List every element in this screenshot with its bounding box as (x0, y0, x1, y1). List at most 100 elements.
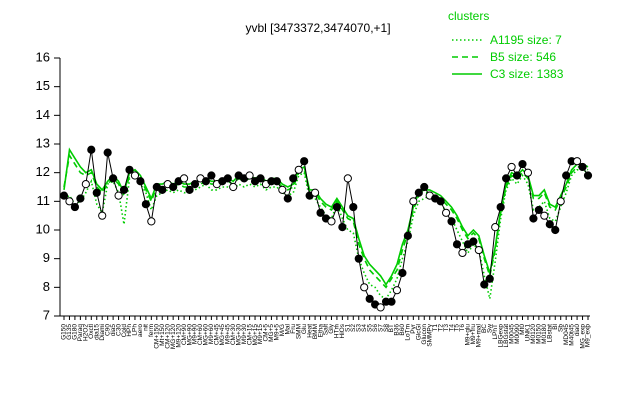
x-tick-label: Sw (486, 324, 493, 333)
x-tick-label: Mt+150 (159, 324, 166, 346)
data-point (360, 283, 369, 292)
x-tick-label: Glucon (421, 324, 428, 345)
x-tick-label: MG+90 (186, 324, 193, 346)
x-tick-label: S5 (366, 324, 373, 332)
x-tick-label: LoTm (405, 324, 412, 341)
x-tick-label: SMMPy (426, 323, 433, 347)
x-tick-label: T6 (459, 324, 466, 332)
data-point (76, 194, 85, 203)
x-tick-label: S6 (372, 324, 379, 332)
x-tick-label: CM+150 (154, 324, 161, 349)
x-tick-label: M9+fru (470, 324, 477, 345)
series-lines (63, 147, 589, 309)
x-tick-label: CM+120 (164, 324, 171, 349)
data-point (70, 202, 80, 212)
x-tick-label: Etha (317, 324, 324, 338)
data-point (98, 211, 107, 220)
x-tick-label: MG+45 (219, 324, 226, 346)
data-point (316, 208, 325, 217)
y-tick-label: 15 (36, 78, 50, 93)
data-point (436, 197, 445, 206)
x-tick-label: Mal (285, 323, 292, 334)
x-tick-label: S8 (383, 324, 390, 332)
data-point (458, 248, 467, 258)
legend-title: clusters (448, 9, 489, 23)
data-point (207, 171, 216, 180)
x-tick-label: M9+45 (224, 324, 231, 344)
x-tick-label: MG+30 (235, 324, 242, 346)
data-point (403, 231, 412, 240)
data-point (354, 254, 363, 263)
x-tick-label: LBGexp (497, 324, 504, 348)
y-tick-label: 7 (43, 307, 50, 322)
x-tick-label: M9+90 (192, 324, 199, 344)
y-tick-label: 13 (36, 135, 50, 150)
x-tick-label: M0180 (541, 324, 548, 344)
data-point (87, 145, 96, 154)
x-tick-label: Paraq (77, 324, 84, 342)
data-point (92, 188, 101, 197)
data-point (136, 177, 145, 186)
series-line-yvbl (63, 149, 589, 309)
legend-label: C3 size: 1383 (490, 67, 564, 81)
data-point (502, 174, 511, 183)
x-tick-label: dia15 (93, 324, 100, 340)
x-tick-label: M40t45 (568, 324, 575, 346)
legend-label: B5 size: 546 (490, 50, 556, 64)
data-point (398, 268, 407, 278)
x-tick-label: M9+30 (241, 324, 248, 344)
data-point (278, 185, 287, 194)
x-tick-label: BMM (312, 324, 319, 339)
data-point (103, 148, 112, 157)
x-tick-label: Cold (121, 324, 128, 338)
data-point (420, 182, 429, 192)
data-point (343, 174, 352, 183)
chart-title: yvbl [3473372,3474070,+1] (245, 21, 390, 35)
data-point (289, 174, 298, 183)
data-point (578, 162, 587, 172)
x-tick-label: B60 (399, 324, 406, 336)
data-point (81, 180, 90, 189)
x-tick-label: C90 (104, 324, 111, 336)
legend-items: A1195 size: 7 B5 size: 546 C3 size: 1383 (452, 33, 564, 81)
data-point (540, 211, 549, 220)
x-tick-label: T2 (437, 324, 444, 332)
x-tick-label: MG+15 (252, 324, 259, 346)
data-point (245, 171, 254, 180)
data-point (556, 197, 565, 206)
x-tick-label: MG+60 (203, 324, 210, 346)
data-point (130, 171, 140, 180)
x-tick-label: Glu (301, 324, 308, 335)
data-point (507, 162, 516, 172)
x-tick-label: Oxctl (88, 323, 95, 338)
x-tick-label: Heat (306, 324, 313, 338)
data-point (109, 174, 118, 183)
x-tick-label: HiOs (339, 323, 346, 338)
y-tick-label: 14 (36, 107, 50, 122)
data-point (179, 174, 189, 183)
data-point (572, 157, 582, 166)
x-tick-label: LPhT (492, 324, 499, 340)
x-tick-label: M9+5 (274, 324, 281, 341)
data-point (469, 237, 478, 246)
x-tick-label: CM+15 (246, 324, 253, 346)
data-point (392, 286, 402, 295)
y-tick-label: 9 (43, 250, 50, 265)
x-tick-label: M0045 (508, 324, 515, 344)
y-tick-label: 10 (36, 221, 50, 236)
x-tick-label: M9+glu (465, 324, 472, 346)
data-point (119, 185, 129, 194)
data-point (185, 185, 194, 194)
x-tick-label: MG+120 (170, 324, 177, 349)
x-tick-label: LBstat (547, 324, 554, 343)
data-point (190, 180, 200, 189)
x-tick-label: GlcGl (416, 323, 423, 340)
x-tick-label: T5 (454, 324, 461, 332)
x-tick-label: Gly (328, 323, 335, 334)
x-tick-label: S2 (350, 324, 357, 332)
x-tick-label: M0120 (530, 324, 537, 344)
y-tick-label: 12 (36, 164, 50, 179)
data-point (283, 194, 292, 203)
data-point (65, 197, 74, 206)
